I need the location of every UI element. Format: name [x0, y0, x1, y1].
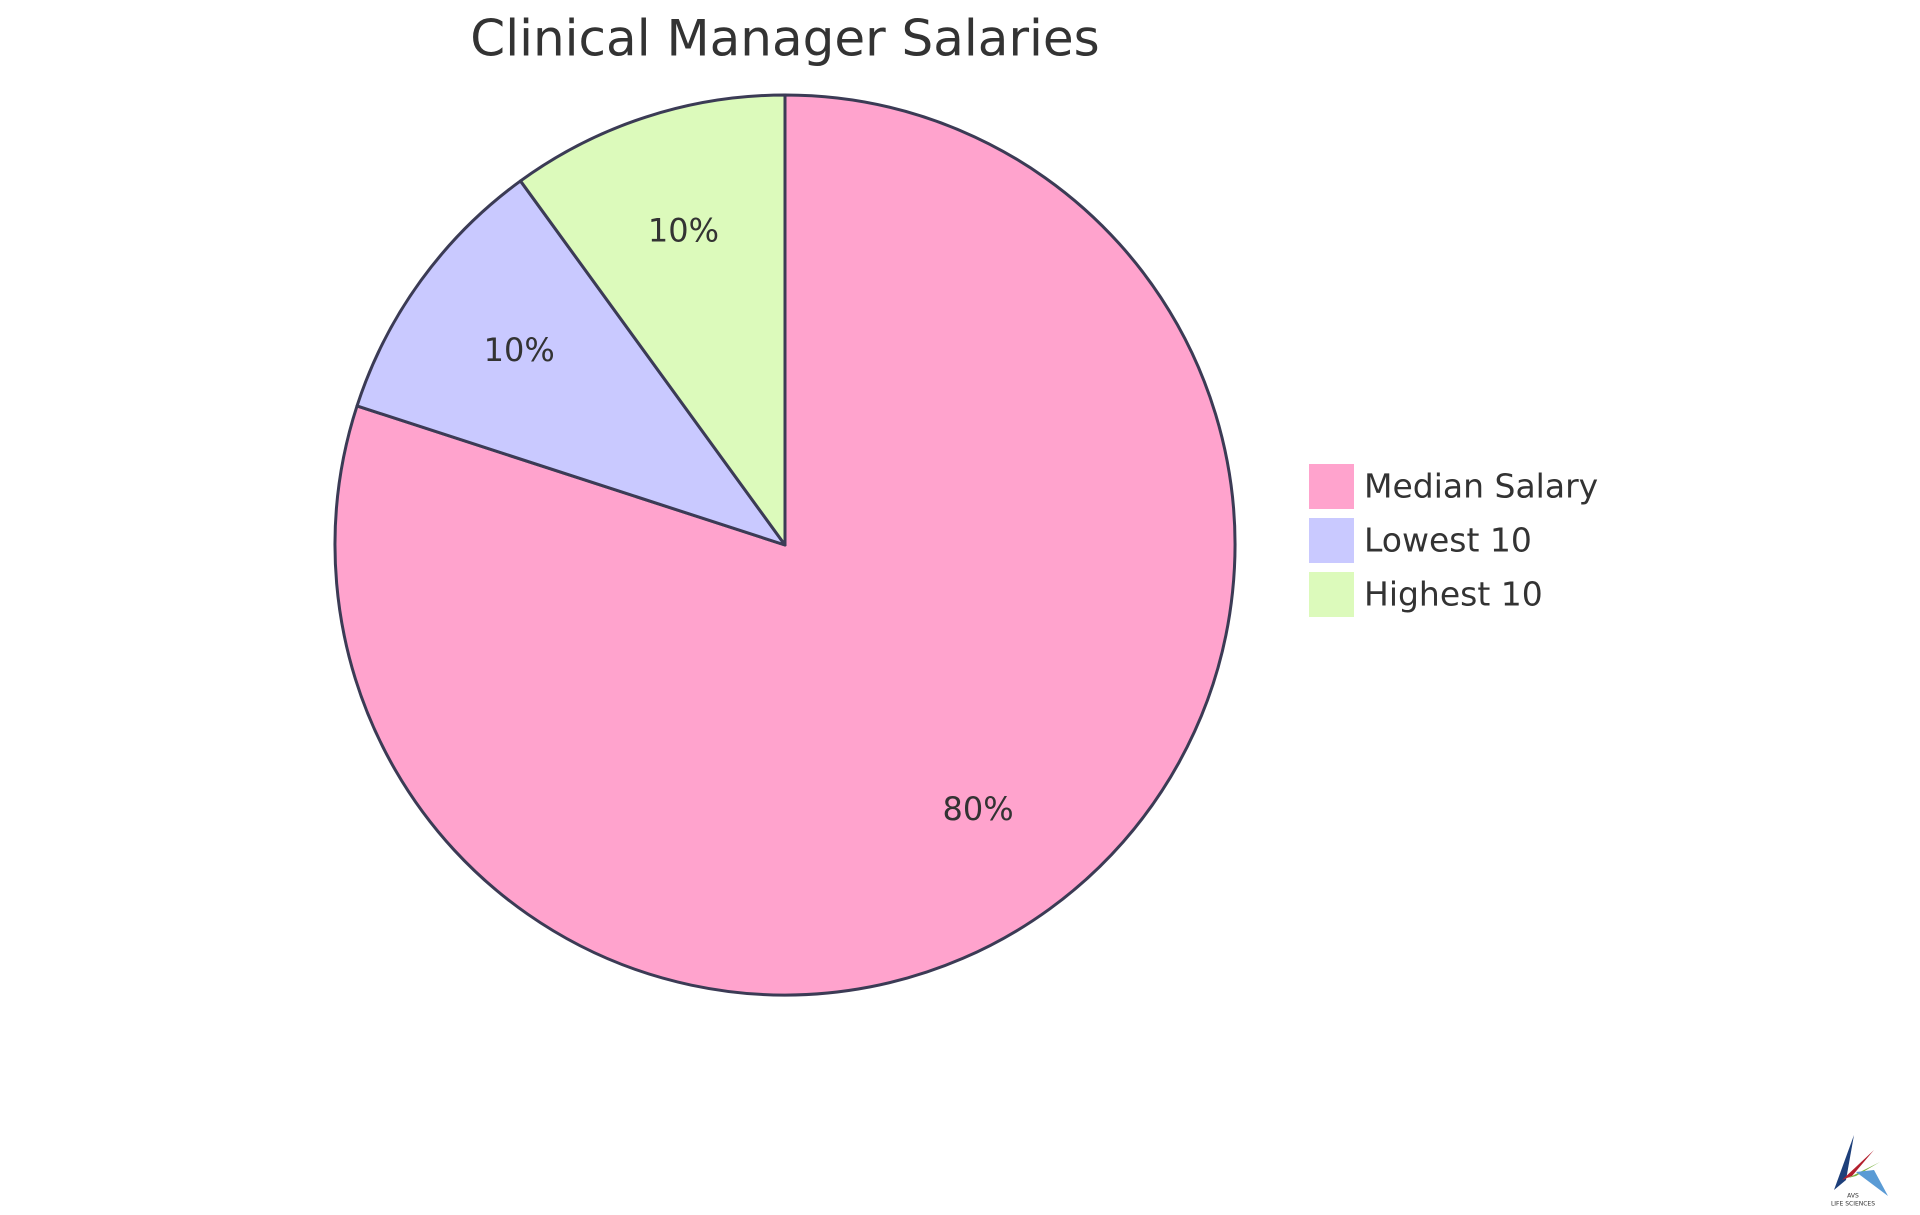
logo-text: AVS [1847, 1193, 1859, 1200]
legend-label: Median Salary [1364, 467, 1598, 506]
chart-title: Clinical Manager Salaries [470, 10, 1099, 68]
logo-text: LIFE SCIENCES [1831, 1201, 1875, 1208]
slice-label: 10% [484, 331, 555, 369]
legend-swatch [1309, 572, 1354, 617]
pie-slice [355, 179, 787, 547]
logo-shape [1856, 1170, 1888, 1196]
slice-label: 10% [648, 212, 719, 250]
slice-label: 80% [943, 790, 1014, 828]
legend-label: Lowest 10 [1364, 521, 1532, 560]
legend-swatch [1309, 464, 1354, 509]
logo-shape [1842, 1150, 1874, 1180]
logo: AVS LIFE SCIENCES [1831, 1135, 1888, 1208]
legend-label: Highest 10 [1364, 575, 1543, 614]
legend-swatch [1309, 518, 1354, 563]
logo-shape [1834, 1135, 1854, 1190]
logo-shape [1848, 1162, 1880, 1178]
pie-slice [518, 93, 787, 547]
